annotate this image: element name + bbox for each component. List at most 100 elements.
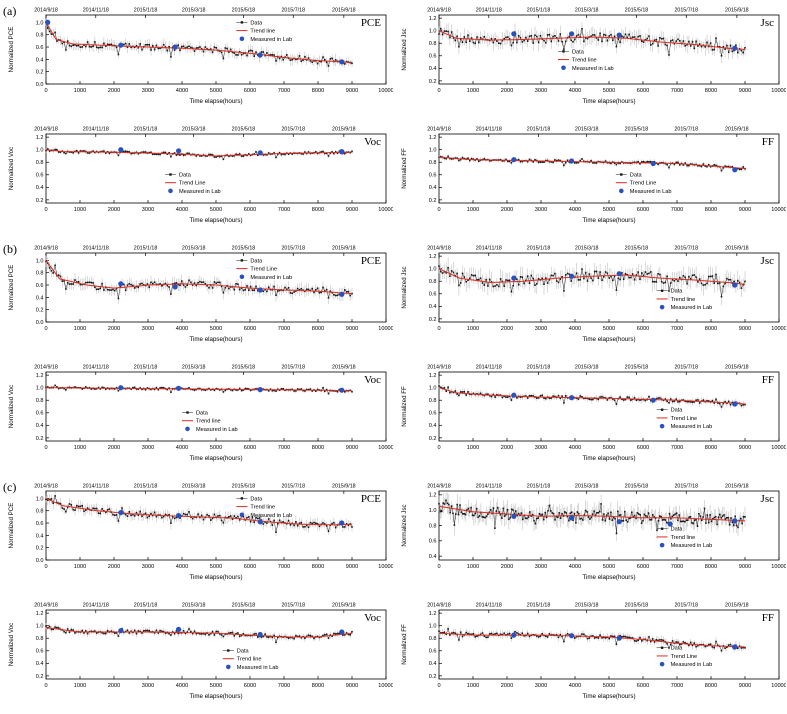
data-markers bbox=[45, 148, 353, 161]
panel-title: Voc bbox=[364, 374, 381, 386]
axes-frame bbox=[45, 609, 387, 680]
svg-text:2014/9/18: 2014/9/18 bbox=[34, 8, 58, 14]
svg-text:0.4: 0.4 bbox=[429, 304, 437, 310]
svg-text:5000: 5000 bbox=[603, 564, 615, 570]
svg-text:4000: 4000 bbox=[176, 88, 188, 94]
error-bars bbox=[45, 622, 353, 646]
svg-text:0.2: 0.2 bbox=[36, 546, 44, 552]
svg-text:3000: 3000 bbox=[142, 88, 154, 94]
trend-line bbox=[438, 30, 746, 50]
svg-text:10000: 10000 bbox=[378, 683, 393, 689]
legend: Data Trend Line Measured in Lab bbox=[656, 408, 712, 430]
svg-text:2015/3/18: 2015/3/18 bbox=[575, 365, 599, 371]
svg-text:9000: 9000 bbox=[739, 445, 751, 451]
svg-text:8000: 8000 bbox=[705, 88, 717, 94]
panel-a-jsc: 2014/9/18 2014/11/18 2015/1/18 2015/3/18 201… bbox=[393, 0, 787, 119]
legend: Data Trend line Measured in Lab bbox=[656, 527, 712, 549]
svg-text:4000: 4000 bbox=[176, 207, 188, 213]
svg-text:Measured in Lab: Measured in Lab bbox=[196, 427, 238, 433]
trend-line bbox=[46, 387, 352, 392]
svg-text:1.0: 1.0 bbox=[36, 20, 44, 26]
svg-text:1.2: 1.2 bbox=[429, 16, 437, 22]
svg-text:6000: 6000 bbox=[244, 326, 256, 332]
svg-text:6000: 6000 bbox=[637, 564, 649, 570]
svg-text:8000: 8000 bbox=[312, 683, 324, 689]
svg-text:2014/9/18: 2014/9/18 bbox=[427, 8, 451, 14]
svg-text:8000: 8000 bbox=[312, 564, 324, 570]
svg-text:3000: 3000 bbox=[535, 207, 547, 213]
bottom-hour-axis: 0 1000 2000 3000 4000 5000 6000 7000 8000 9000 100… bbox=[437, 319, 787, 343]
svg-text:0.6: 0.6 bbox=[429, 292, 437, 298]
svg-text:Data: Data bbox=[250, 496, 263, 502]
svg-text:2015/7/18: 2015/7/18 bbox=[281, 127, 305, 133]
svg-text:8000: 8000 bbox=[705, 207, 717, 213]
top-date-axis: 2014/9/18 2014/11/18 2015/1/18 2015/3/18 201… bbox=[427, 246, 749, 256]
svg-text:2000: 2000 bbox=[501, 207, 513, 213]
lab-points bbox=[118, 510, 345, 526]
svg-text:2015/9/18: 2015/9/18 bbox=[725, 484, 749, 490]
svg-text:5000: 5000 bbox=[210, 207, 222, 213]
top-date-axis: 2014/9/18 2014/11/18 2015/1/18 2015/3/18 201… bbox=[427, 484, 749, 494]
svg-text:2014/11/18: 2014/11/18 bbox=[83, 246, 109, 252]
svg-text:1.2: 1.2 bbox=[36, 135, 44, 141]
svg-text:0.8: 0.8 bbox=[429, 636, 437, 642]
bottom-hour-axis: 0 1000 2000 3000 4000 5000 6000 7000 8000 9000 100… bbox=[437, 438, 787, 462]
svg-text:9000: 9000 bbox=[739, 683, 751, 689]
svg-text:0.8: 0.8 bbox=[429, 41, 437, 47]
svg-text:2014/11/18: 2014/11/18 bbox=[476, 127, 502, 133]
panel-a-pce: 2014/9/18 2014/11/18 2015/1/18 2015/3/18 201… bbox=[0, 0, 393, 119]
svg-text:2015/9/18: 2015/9/18 bbox=[725, 603, 749, 609]
y-axis: 0.2 0.4 0.6 0.8 1.0 1.2 Normalized Voc bbox=[8, 135, 49, 204]
svg-text:2014/9/18: 2014/9/18 bbox=[427, 246, 451, 252]
y-axis-label: Normalized FF bbox=[401, 386, 408, 427]
svg-text:2015/9/18: 2015/9/18 bbox=[725, 127, 749, 133]
svg-text:0.6: 0.6 bbox=[429, 539, 437, 545]
svg-text:0: 0 bbox=[44, 207, 47, 213]
lab-points bbox=[118, 147, 345, 156]
y-axis-label: Normalized Jsc bbox=[401, 504, 408, 546]
svg-text:2014/11/18: 2014/11/18 bbox=[83, 127, 109, 133]
svg-text:9000: 9000 bbox=[346, 445, 358, 451]
svg-text:7000: 7000 bbox=[278, 326, 290, 332]
svg-text:1.2: 1.2 bbox=[429, 493, 437, 499]
svg-text:0.8: 0.8 bbox=[36, 509, 44, 515]
lab-points bbox=[118, 385, 345, 393]
x-axis-label: Time elapse(hours) bbox=[189, 455, 242, 462]
svg-text:Trend line: Trend line bbox=[250, 29, 275, 35]
svg-text:1.0: 1.0 bbox=[429, 29, 437, 35]
axes-frame bbox=[438, 133, 780, 204]
svg-text:0.2: 0.2 bbox=[429, 674, 437, 680]
svg-text:0.4: 0.4 bbox=[429, 423, 437, 429]
trend-line bbox=[438, 387, 746, 405]
y-axis-label: Normalized PCE bbox=[8, 265, 15, 311]
svg-text:Trend Line: Trend Line bbox=[671, 416, 698, 422]
svg-text:1000: 1000 bbox=[74, 564, 86, 570]
svg-text:3000: 3000 bbox=[535, 326, 547, 332]
svg-text:2015/9/18: 2015/9/18 bbox=[332, 246, 356, 252]
svg-text:3000: 3000 bbox=[142, 683, 154, 689]
svg-text:0: 0 bbox=[44, 326, 47, 332]
svg-text:2015/9/18: 2015/9/18 bbox=[332, 484, 356, 490]
panel-b-pce: 2014/9/18 2014/11/18 2015/1/18 2015/3/18 201… bbox=[0, 238, 393, 357]
svg-text:2014/11/18: 2014/11/18 bbox=[476, 484, 502, 490]
svg-text:Data: Data bbox=[671, 289, 684, 295]
svg-text:0.4: 0.4 bbox=[36, 185, 44, 191]
svg-text:7000: 7000 bbox=[671, 683, 683, 689]
svg-text:8000: 8000 bbox=[312, 88, 324, 94]
group-label-b: (b) bbox=[3, 242, 17, 256]
bottom-hour-axis: 0 1000 2000 3000 4000 5000 6000 7000 8000 9000 100… bbox=[44, 319, 393, 343]
top-date-axis: 2014/9/18 2014/11/18 2015/1/18 2015/3/18 201… bbox=[34, 603, 356, 613]
legend: Data Trend Line Measured in Lab bbox=[165, 173, 221, 195]
svg-text:1.2: 1.2 bbox=[429, 373, 437, 379]
svg-text:7000: 7000 bbox=[671, 564, 683, 570]
svg-text:5000: 5000 bbox=[210, 326, 222, 332]
chart-svg-c-voc: 2014/9/18 2014/11/18 2015/1/18 2015/3/18 201… bbox=[8, 603, 393, 701]
svg-text:2015/7/18: 2015/7/18 bbox=[281, 484, 305, 490]
svg-text:2015/3/18: 2015/3/18 bbox=[575, 603, 599, 609]
svg-text:2000: 2000 bbox=[501, 683, 513, 689]
svg-text:2015/5/18: 2015/5/18 bbox=[625, 246, 649, 252]
svg-text:2015/1/18: 2015/1/18 bbox=[134, 127, 158, 133]
svg-text:Trend line: Trend line bbox=[237, 657, 262, 663]
y-axis: 0.2 0.4 0.6 0.8 1.0 1.2 Normalized FF bbox=[401, 135, 442, 204]
top-date-axis: 2014/9/18 2014/11/18 2015/1/18 2015/3/18 201… bbox=[34, 246, 356, 256]
